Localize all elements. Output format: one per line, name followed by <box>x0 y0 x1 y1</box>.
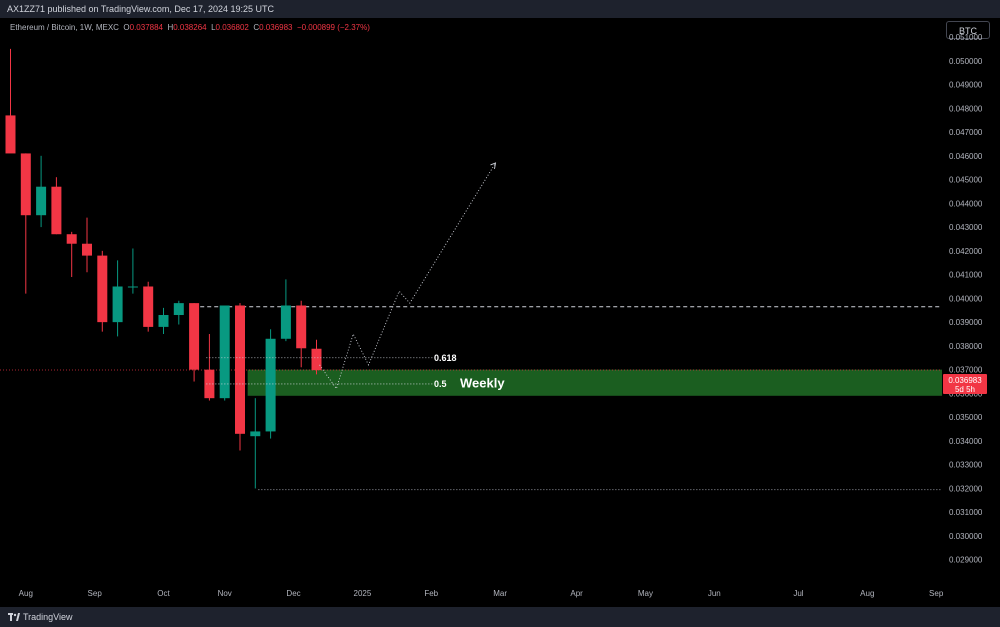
fib-label: 0.618 <box>434 353 457 363</box>
x-tick-label: Mar <box>493 589 507 598</box>
ohlc-legend: Ethereum / Bitcoin, 1W, MEXC O0.037884 H… <box>10 23 370 32</box>
x-tick-label: May <box>638 589 653 598</box>
annotation-layer: 0.618 0.5 Weekly <box>206 353 505 391</box>
candle-body <box>311 348 322 371</box>
candle-body <box>97 255 108 323</box>
candle-body <box>235 305 245 434</box>
candle-body <box>158 315 169 327</box>
x-tick-label: Jun <box>708 589 721 598</box>
weekly-zone-label: Weekly <box>460 376 505 391</box>
time-axis: Aug Sep Oct Nov Dec 2025 Feb Mar Apr May Jun Jul Aug… <box>19 589 944 598</box>
level-layer <box>0 306 942 491</box>
zone-layer <box>247 369 942 396</box>
candle-body <box>66 234 77 244</box>
x-tick-label: Sep <box>929 589 944 598</box>
y-tick-label: 0.039000 <box>949 318 983 327</box>
y-tick-label: 0.037000 <box>949 366 983 375</box>
y-tick-label: 0.050000 <box>949 57 983 66</box>
y-tick-label: 0.047000 <box>949 128 983 137</box>
publish-bar: AX1ZZ71 published on TradingView.com, De… <box>0 0 1000 18</box>
y-tick-label: 0.049000 <box>949 81 983 90</box>
symbol-label[interactable]: Ethereum / Bitcoin, 1W, MEXC <box>10 23 119 32</box>
y-tick-label: 0.030000 <box>949 532 983 541</box>
candle-layer <box>5 48 322 489</box>
y-tick-label: 0.038000 <box>949 342 983 351</box>
footer: TradingView <box>0 607 1000 627</box>
y-tick-label: 0.041000 <box>949 271 983 280</box>
candle-body <box>265 338 276 432</box>
y-tick-label: 0.031000 <box>949 508 983 517</box>
y-tick-label: 0.033000 <box>949 461 983 470</box>
price-axis: 0.051000 0.050000 0.049000 0.048000 0.047000… <box>949 33 983 565</box>
x-tick-label: Feb <box>424 589 438 598</box>
publish-info: AX1ZZ71 published on TradingView.com, De… <box>7 4 274 14</box>
x-tick-label: Dec <box>286 589 300 598</box>
candle-body <box>296 305 307 349</box>
weekly-zone <box>247 369 942 396</box>
y-tick-label: 0.042000 <box>949 247 983 256</box>
y-tick-label: 0.043000 <box>949 223 983 232</box>
y-tick-label: 0.044000 <box>949 199 983 208</box>
candle-body <box>280 305 291 339</box>
x-tick-label: Sep <box>88 589 103 598</box>
high-value: 0.038264 <box>173 23 207 32</box>
x-tick-label: Oct <box>157 589 170 598</box>
x-tick-label: Nov <box>218 589 232 598</box>
currency-button[interactable]: BTC <box>946 21 990 39</box>
high-label: H <box>167 23 174 32</box>
candle-body <box>173 303 184 316</box>
low-value: 0.036802 <box>215 23 249 32</box>
y-tick-label: 0.046000 <box>949 152 983 161</box>
y-tick-label: 0.051000 <box>949 33 983 42</box>
x-tick-label: Aug <box>19 589 33 598</box>
x-tick-label: Aug <box>860 589 874 598</box>
candle-body <box>20 153 31 216</box>
y-tick-label: 0.029000 <box>949 556 983 565</box>
tradingview-logo-icon <box>8 613 20 621</box>
y-tick-label: 0.032000 <box>949 484 983 493</box>
close-value: 0.036983 <box>259 23 293 32</box>
open-value: 0.037884 <box>129 23 163 32</box>
x-tick-label: Jul <box>793 589 803 598</box>
y-tick-label: 0.040000 <box>949 294 983 303</box>
last-price-tag: 0.036983 5d 5h <box>943 374 987 394</box>
close-label: C <box>253 23 260 32</box>
candle-body <box>250 431 261 437</box>
candle-body <box>51 186 62 235</box>
projection-layer <box>319 162 497 390</box>
footer-brand[interactable]: TradingView <box>23 612 73 622</box>
candle-body <box>36 186 47 216</box>
candle-body <box>112 286 123 323</box>
open-label: O <box>123 23 130 32</box>
candle-body <box>127 286 138 288</box>
candle-body <box>82 243 92 256</box>
candle-body <box>219 305 230 399</box>
projection-path <box>319 162 496 390</box>
projection-arrowhead <box>490 162 497 170</box>
x-tick-label: Apr <box>570 589 583 598</box>
candle-body <box>5 115 16 154</box>
fib-label: 0.5 <box>434 379 447 389</box>
low-label: L <box>211 23 216 32</box>
x-tick-label: 2025 <box>354 589 372 598</box>
candle-body <box>189 303 200 370</box>
y-tick-label: 0.045000 <box>949 176 983 185</box>
y-tick-label: 0.035000 <box>949 413 983 422</box>
change-value: −0.000899 (−2.37%) <box>296 23 370 32</box>
y-tick-label: 0.048000 <box>949 104 983 113</box>
y-tick-label: 0.034000 <box>949 437 983 446</box>
candle-body <box>143 286 154 327</box>
bar-countdown: 5d 5h <box>954 385 976 394</box>
last-price-value: 0.036983 <box>948 376 982 385</box>
